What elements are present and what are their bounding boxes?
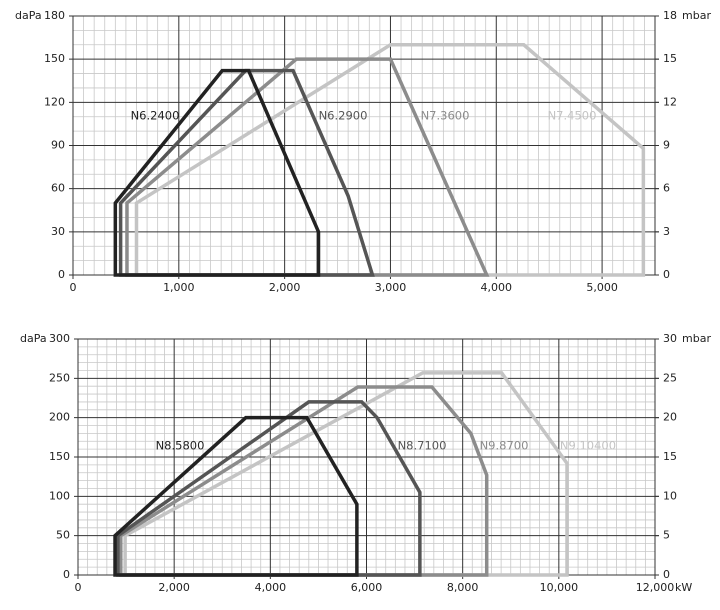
- x-tick-label: 10,000: [540, 581, 579, 594]
- y2-tick-label: 30: [663, 332, 677, 345]
- working-field: [119, 385, 489, 577]
- y-tick-label: 90: [51, 139, 65, 152]
- x-tick-label: 2,000: [269, 281, 301, 294]
- x-tick-label: 4,000: [481, 281, 513, 294]
- x-tick-label: 12,000: [636, 581, 675, 594]
- y-tick-label: 150: [44, 52, 65, 65]
- y2-tick-label: 15: [663, 450, 677, 463]
- y2-axis-label: mbar: [682, 9, 711, 22]
- working-field: [113, 68, 321, 277]
- series-label: N9.8700: [480, 439, 529, 453]
- y-tick-label: 300: [49, 332, 70, 345]
- x-tick-label: 6,000: [351, 581, 383, 594]
- y2-tick-label: 15: [663, 52, 677, 65]
- y-tick-label: 120: [44, 95, 65, 108]
- x-tick-label: 0: [70, 281, 77, 294]
- x-tick-label: 1,000: [163, 281, 195, 294]
- x-tick-label: 2,000: [158, 581, 190, 594]
- y2-tick-label: 6: [663, 182, 670, 195]
- y2-tick-label: 20: [663, 411, 677, 424]
- y2-tick-label: 3: [663, 225, 670, 238]
- working-field: [116, 400, 422, 577]
- series-label: N8.5800: [156, 439, 205, 453]
- working-field: [118, 68, 375, 277]
- x-tick-label: 4,000: [255, 581, 287, 594]
- y2-tick-label: 0: [663, 268, 670, 281]
- y2-axis-label: mbar: [682, 332, 711, 345]
- y-tick-label: 30: [51, 225, 65, 238]
- y-axis-label: daPa: [20, 332, 47, 345]
- y2-tick-label: 9: [663, 139, 670, 152]
- y2-tick-label: 12: [663, 95, 677, 108]
- y-tick-label: 0: [58, 268, 65, 281]
- y-tick-label: 100: [49, 489, 70, 502]
- series-label: N7.3600: [421, 109, 470, 123]
- y-tick-label: 150: [49, 450, 70, 463]
- y2-tick-label: 18: [663, 9, 677, 22]
- y-tick-label: 60: [51, 182, 65, 195]
- y2-tick-label: 25: [663, 371, 677, 384]
- working-field: [125, 57, 490, 277]
- y2-tick-label: 5: [663, 529, 670, 542]
- y-tick-label: 250: [49, 371, 70, 384]
- series-label: N9.10400: [560, 439, 616, 453]
- y-axis-label: daPa: [15, 9, 42, 22]
- y-tick-label: 0: [63, 568, 70, 581]
- x-tick-label: 3,000: [375, 281, 407, 294]
- series-label: N8.7100: [398, 439, 447, 453]
- x-tick-label: 0: [75, 581, 82, 594]
- working-field: [113, 415, 359, 577]
- y-tick-label: 200: [49, 411, 70, 424]
- x-axis-label: kW: [675, 581, 692, 594]
- working-field: [134, 43, 646, 277]
- x-tick-label: 5,000: [586, 281, 618, 294]
- series-label: N6.2900: [319, 109, 368, 123]
- y2-tick-label: 0: [663, 568, 670, 581]
- working-field: [123, 371, 569, 577]
- y-tick-label: 180: [44, 9, 65, 22]
- x-tick-label: 8,000: [447, 581, 479, 594]
- y-tick-label: 50: [56, 529, 70, 542]
- series-label: N6.2400: [131, 109, 180, 123]
- y2-tick-label: 10: [663, 489, 677, 502]
- series-label: N7.4500: [548, 109, 597, 123]
